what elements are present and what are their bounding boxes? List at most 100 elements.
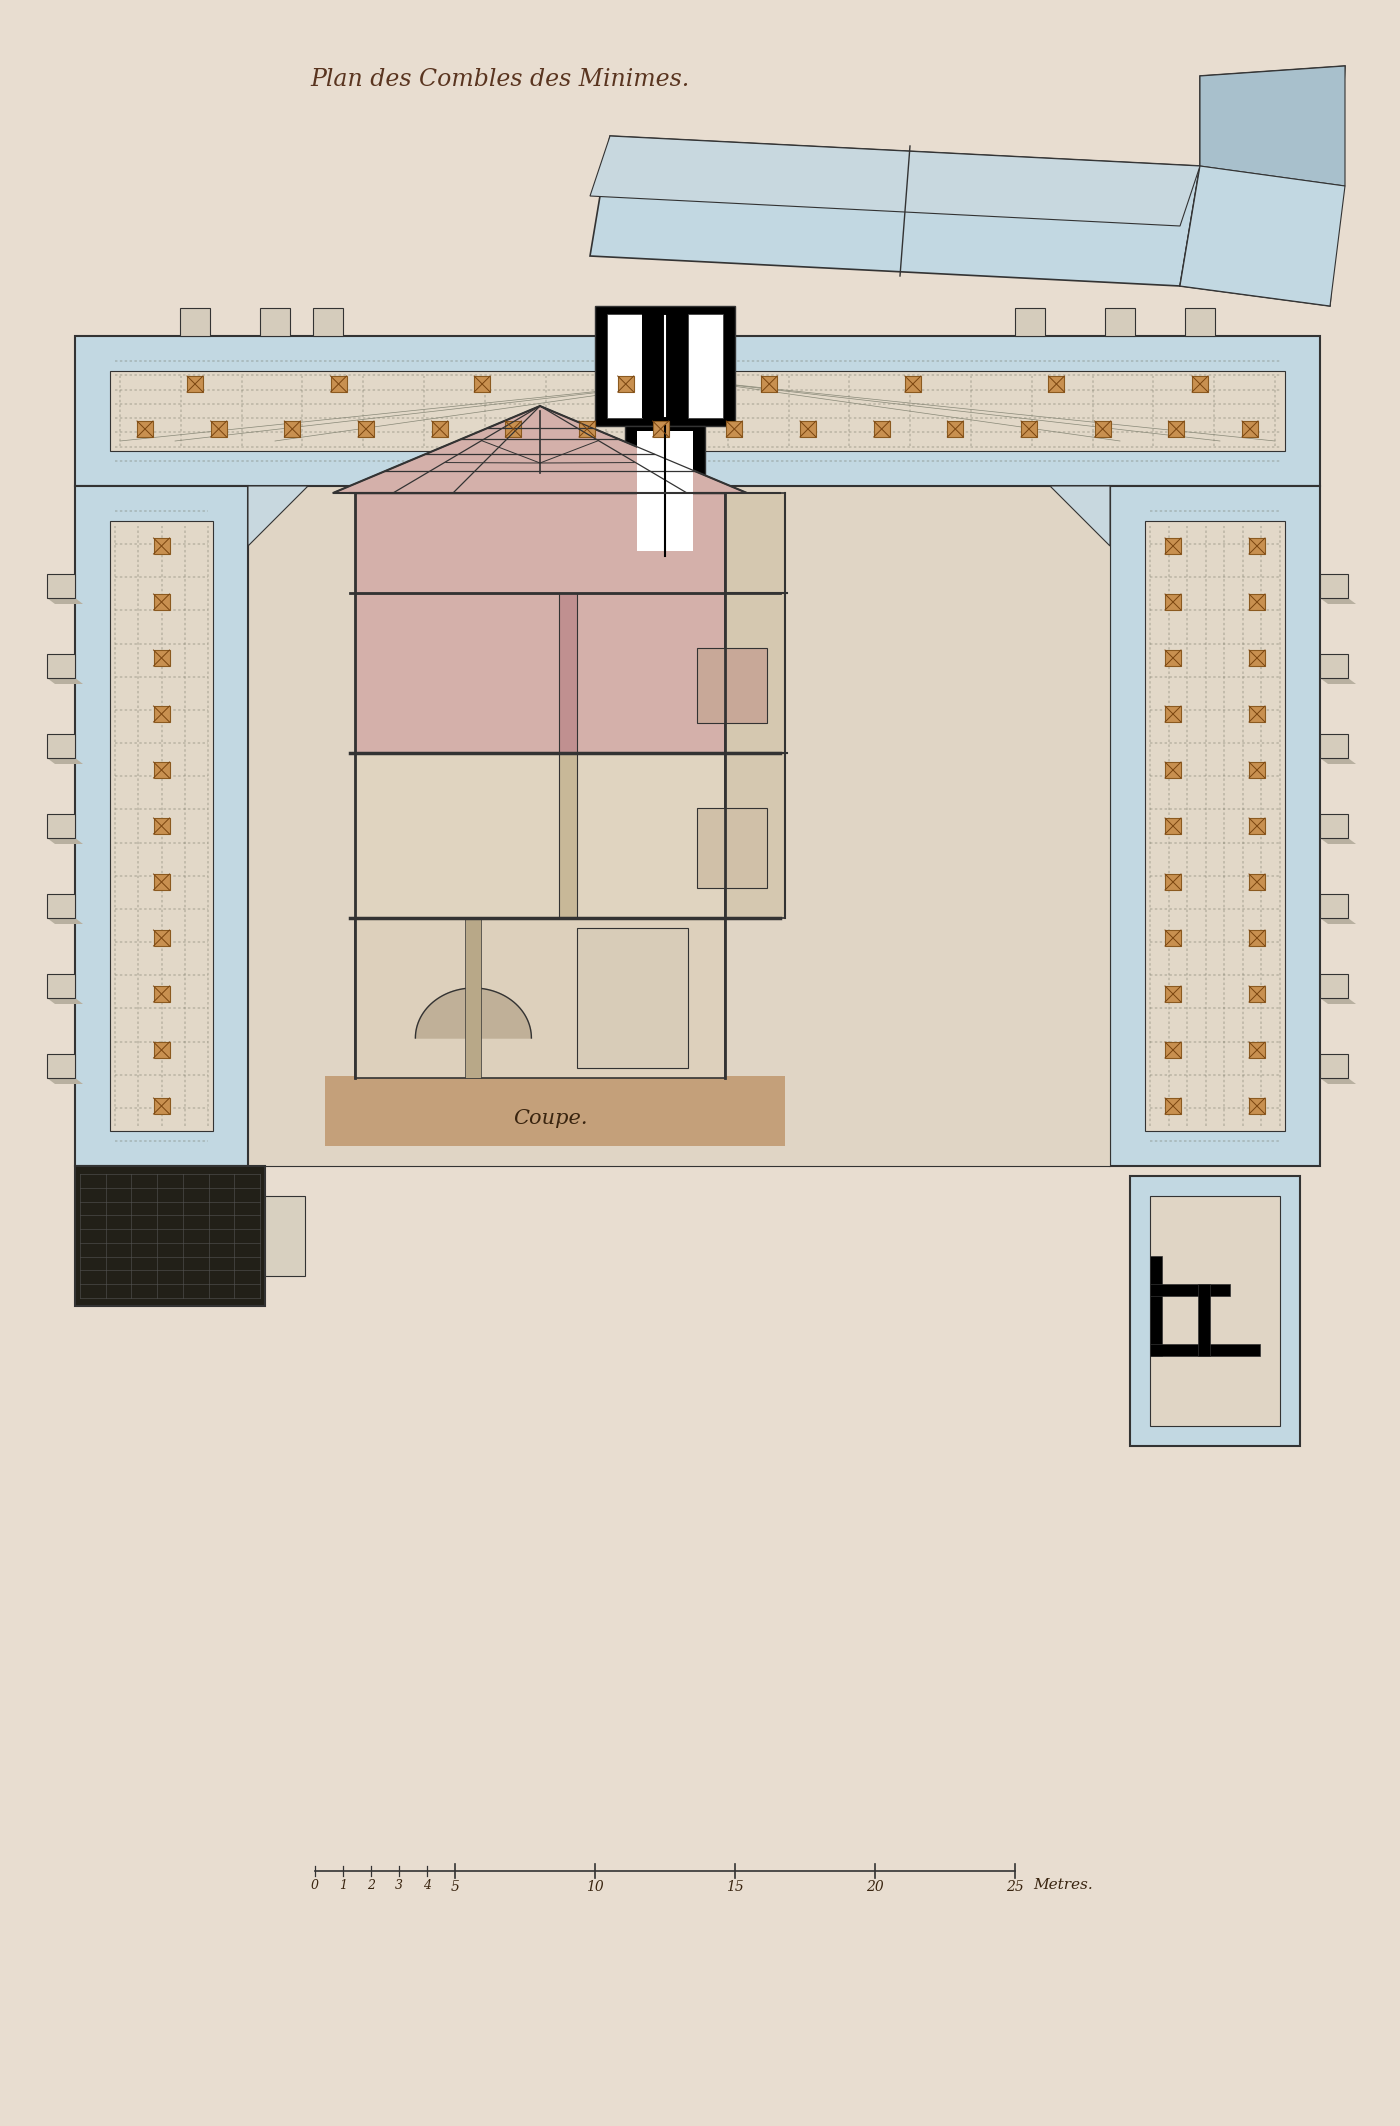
Bar [725, 493, 785, 918]
Bar [1191, 376, 1208, 391]
Text: 2: 2 [367, 1879, 375, 1892]
Polygon shape [111, 521, 213, 1131]
Bar [1165, 1097, 1182, 1114]
Polygon shape [1320, 678, 1357, 685]
Bar [505, 421, 521, 438]
Bar [1021, 421, 1037, 438]
Bar [1249, 819, 1266, 833]
Bar [358, 421, 374, 438]
Bar [1165, 819, 1182, 833]
Polygon shape [416, 989, 532, 1037]
Bar [608, 315, 643, 419]
Bar [643, 315, 687, 419]
Text: 0: 0 [311, 1879, 319, 1892]
Bar [154, 986, 169, 1001]
Bar [48, 814, 76, 838]
Bar [465, 918, 482, 1078]
Polygon shape [1180, 166, 1345, 306]
Bar [181, 308, 210, 336]
Bar [154, 706, 169, 723]
Bar [356, 753, 725, 918]
Bar [580, 421, 595, 438]
Polygon shape [1320, 918, 1357, 925]
Bar [577, 929, 687, 1067]
Bar [330, 376, 347, 391]
Bar [1320, 733, 1348, 759]
Bar [652, 421, 669, 438]
Bar [1165, 593, 1182, 610]
Bar [1095, 421, 1110, 438]
Bar [874, 421, 889, 438]
Polygon shape [48, 997, 83, 1003]
Bar [1320, 574, 1348, 597]
Bar [617, 376, 634, 391]
Bar [1165, 929, 1182, 946]
Bar [48, 733, 76, 759]
Bar [356, 593, 725, 753]
Bar [727, 421, 742, 438]
Text: 25: 25 [1007, 1879, 1023, 1894]
Bar [595, 306, 735, 425]
Text: 15: 15 [727, 1879, 743, 1894]
Polygon shape [1320, 1078, 1357, 1084]
Bar [1130, 1176, 1301, 1446]
Polygon shape [1320, 997, 1357, 1003]
Polygon shape [111, 372, 1285, 451]
Text: Metres.: Metres. [1033, 1877, 1093, 1892]
Bar [1165, 651, 1182, 665]
Bar [154, 1042, 169, 1059]
Bar [1249, 761, 1266, 778]
Polygon shape [589, 136, 1200, 225]
Bar [154, 819, 169, 833]
Bar [48, 974, 76, 997]
Bar [154, 761, 169, 778]
Bar [76, 1165, 265, 1305]
Polygon shape [1050, 487, 1110, 546]
Bar [154, 593, 169, 610]
Polygon shape [1320, 838, 1357, 844]
Bar [475, 376, 490, 391]
Polygon shape [1200, 66, 1345, 185]
Bar [1242, 421, 1259, 438]
Bar [1198, 1284, 1210, 1356]
Bar [356, 918, 725, 1078]
Text: 20: 20 [867, 1879, 883, 1894]
Polygon shape [325, 1076, 785, 1146]
Bar [1320, 895, 1348, 918]
Bar [697, 808, 767, 889]
Bar [314, 308, 343, 336]
Polygon shape [589, 136, 1200, 287]
Polygon shape [1145, 521, 1285, 1131]
Bar [1165, 538, 1182, 555]
Bar [904, 376, 921, 391]
Polygon shape [48, 838, 83, 844]
Bar [1149, 1256, 1162, 1356]
Bar [1149, 1197, 1280, 1427]
Polygon shape [76, 336, 1320, 487]
Bar [48, 895, 76, 918]
Bar [1165, 986, 1182, 1001]
Bar [1049, 376, 1064, 391]
Bar [762, 376, 777, 391]
Text: 4: 4 [423, 1879, 431, 1892]
Polygon shape [76, 487, 248, 1165]
Bar [637, 432, 693, 551]
Bar [1249, 538, 1266, 555]
Bar [1149, 1284, 1231, 1297]
Bar [559, 753, 577, 918]
Bar [1249, 651, 1266, 665]
Bar [697, 648, 767, 723]
Bar [154, 1097, 169, 1114]
Bar [48, 1054, 76, 1078]
Bar [1320, 655, 1348, 678]
Text: Coupe.: Coupe. [512, 1110, 587, 1129]
Polygon shape [1320, 597, 1357, 604]
Bar [799, 421, 816, 438]
Polygon shape [48, 759, 83, 763]
Bar [137, 421, 153, 438]
Bar [154, 651, 169, 665]
Bar [1184, 308, 1215, 336]
Bar [284, 421, 301, 438]
Bar [1249, 986, 1266, 1001]
Bar [260, 308, 290, 336]
